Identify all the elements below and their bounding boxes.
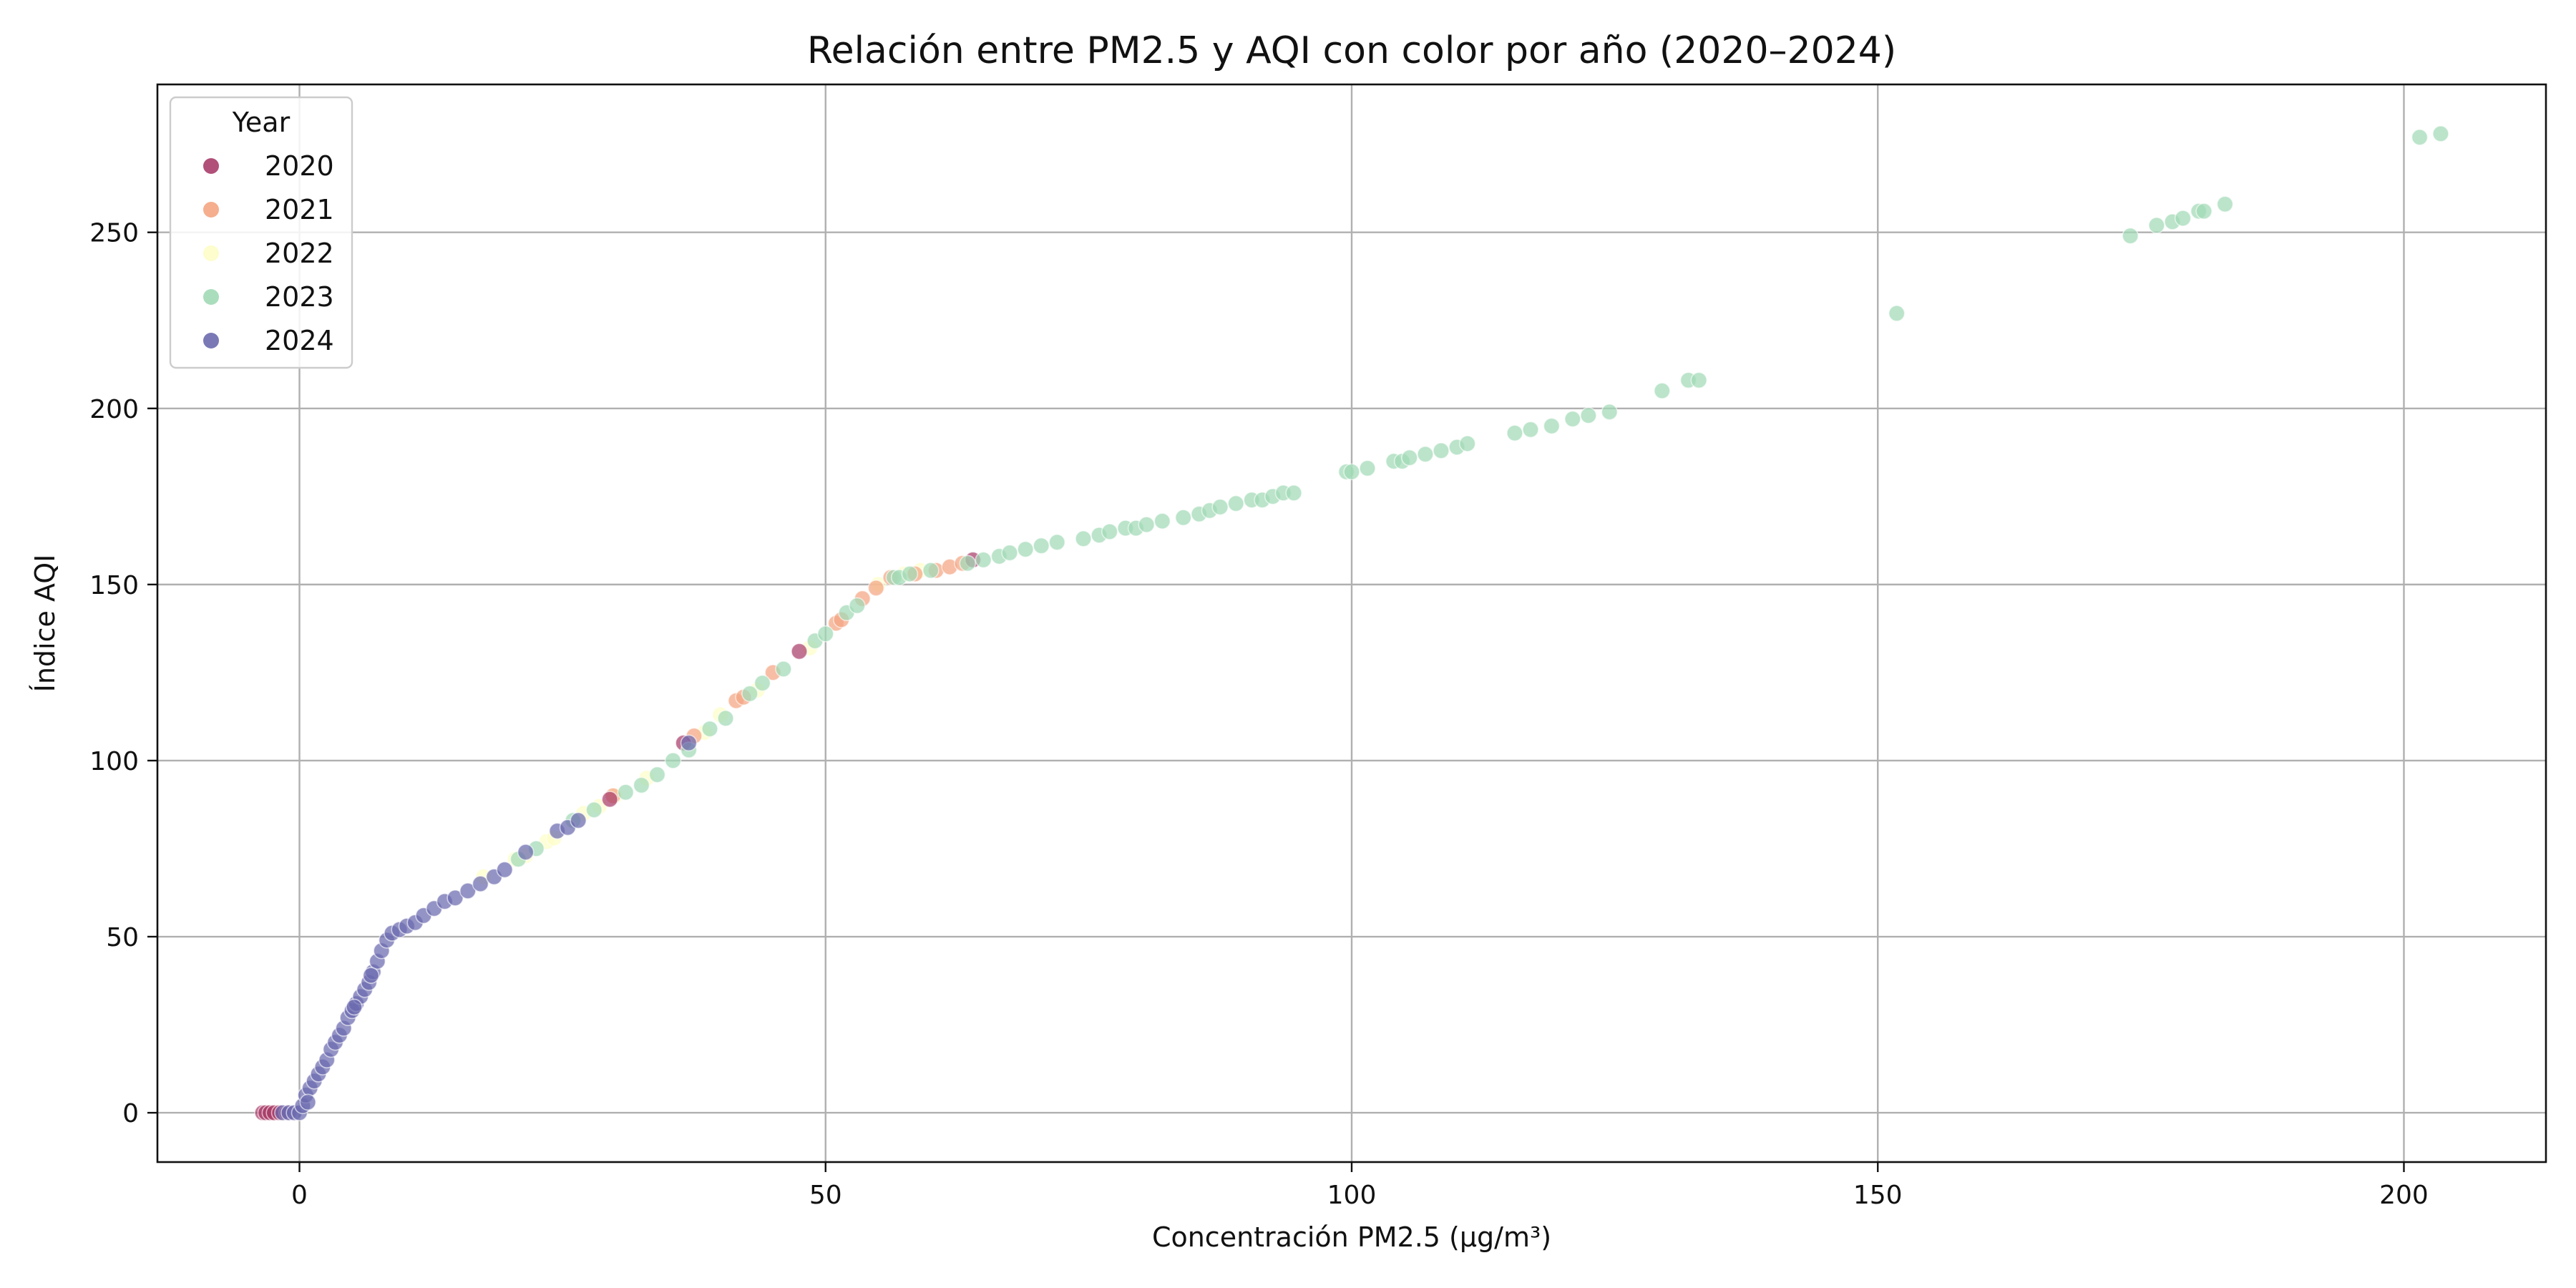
data-point-2024 — [447, 889, 464, 907]
legend-label-2021: 2021 — [265, 194, 334, 225]
y-tick-label: 0 — [122, 1099, 139, 1128]
legend-marker-2024 — [203, 333, 219, 348]
legend: Year 2020 2021 2022 2023 2024 — [169, 96, 353, 369]
data-point-2023 — [1001, 544, 1018, 562]
data-point-2024 — [472, 875, 489, 892]
data-point-2023 — [1690, 371, 1708, 389]
data-point-2023 — [775, 660, 792, 678]
grid-lines — [157, 84, 2546, 1162]
data-point-2024 — [362, 967, 380, 984]
data-point-2024 — [570, 811, 587, 829]
x-tick-label: 150 — [1853, 1181, 1903, 1210]
data-point-2023 — [2122, 227, 2139, 245]
data-point-2023 — [816, 625, 834, 643]
data-point-2023 — [1653, 382, 1671, 399]
data-point-2023 — [959, 555, 977, 572]
legend-items: 2020 2021 2022 2023 2024 — [203, 150, 334, 356]
data-point-2023 — [648, 766, 666, 784]
data-point-2020 — [601, 791, 619, 808]
data-point-2023 — [2174, 210, 2192, 227]
data-point-2023 — [1522, 421, 1539, 439]
y-tick-label: 150 — [89, 571, 139, 600]
x-axis-label: Concentración PM2.5 (µg/m³) — [1152, 1221, 1551, 1253]
data-point-2023 — [1359, 459, 1376, 477]
x-tick-label: 200 — [2379, 1181, 2429, 1210]
data-point-2023 — [1075, 530, 1092, 547]
data-point-2021 — [867, 579, 885, 597]
data-point-2023 — [1048, 534, 1066, 551]
legend-label-2024: 2024 — [265, 325, 334, 356]
data-point-2024 — [299, 1093, 317, 1111]
data-point-2023 — [1506, 424, 1523, 442]
data-point-2023 — [664, 752, 682, 769]
data-point-2020 — [791, 643, 808, 660]
y-axis-label: Índice AQI — [29, 555, 61, 693]
data-point-2023 — [585, 801, 603, 819]
data-point-2023 — [1153, 512, 1171, 530]
data-points — [254, 125, 2449, 1121]
data-point-2023 — [1227, 494, 1245, 512]
data-point-2023 — [1017, 540, 1034, 558]
data-point-2023 — [1033, 537, 1050, 555]
data-point-2023 — [1580, 406, 1597, 424]
legend-label-2020: 2020 — [265, 150, 334, 182]
data-point-2023 — [1138, 516, 1156, 533]
legend-label-2023: 2023 — [265, 281, 334, 313]
data-point-2023 — [2411, 129, 2429, 146]
data-point-2023 — [1433, 442, 1450, 459]
data-point-2023 — [1458, 435, 1476, 452]
data-point-2023 — [1343, 463, 1360, 481]
data-point-2023 — [701, 720, 718, 738]
data-point-2023 — [1401, 449, 1418, 467]
data-point-2023 — [617, 784, 635, 801]
data-point-2023 — [753, 674, 771, 692]
data-point-2023 — [633, 776, 650, 794]
x-tick-label: 0 — [291, 1181, 308, 1210]
data-point-2023 — [2216, 195, 2234, 213]
data-point-2023 — [2195, 203, 2212, 220]
legend-title: Year — [232, 107, 291, 138]
x-tick-label: 50 — [809, 1181, 842, 1210]
data-point-2023 — [1101, 523, 1118, 540]
data-point-2023 — [1543, 417, 1561, 435]
legend-marker-2020 — [203, 158, 219, 174]
data-point-2023 — [901, 565, 919, 582]
chart-title: Relación entre PM2.5 y AQI con color por… — [807, 29, 1896, 72]
data-point-2023 — [741, 685, 758, 703]
data-point-2023 — [2148, 217, 2165, 234]
data-point-2024 — [496, 861, 514, 879]
legend-marker-2023 — [203, 289, 219, 305]
data-point-2023 — [849, 597, 866, 615]
data-point-2023 — [1174, 509, 1192, 527]
data-point-2023 — [1211, 498, 1229, 516]
x-tick-label: 100 — [1327, 1181, 1377, 1210]
data-point-2024 — [680, 734, 698, 752]
axis-ticks: 0 50 100 150 200 0 50 100 150 200 250 — [89, 219, 2429, 1210]
data-point-2024 — [517, 844, 535, 861]
data-point-2023 — [1601, 403, 1619, 421]
y-tick-label: 50 — [106, 923, 139, 952]
data-point-2023 — [975, 551, 992, 569]
data-point-2023 — [1564, 410, 1581, 428]
data-point-2023 — [1888, 305, 1906, 322]
legend-label-2022: 2022 — [265, 238, 334, 269]
data-point-2024 — [459, 882, 477, 899]
y-tick-label: 250 — [89, 219, 139, 248]
data-point-2023 — [922, 562, 940, 579]
legend-marker-2021 — [203, 202, 219, 218]
data-point-2023 — [1417, 445, 1434, 463]
data-point-2023 — [1285, 484, 1302, 502]
y-tick-label: 200 — [89, 395, 139, 424]
data-point-2023 — [717, 710, 734, 727]
data-point-2024 — [346, 998, 363, 1016]
legend-marker-2022 — [203, 245, 219, 261]
data-point-2023 — [2432, 125, 2449, 142]
y-tick-label: 100 — [89, 747, 139, 776]
